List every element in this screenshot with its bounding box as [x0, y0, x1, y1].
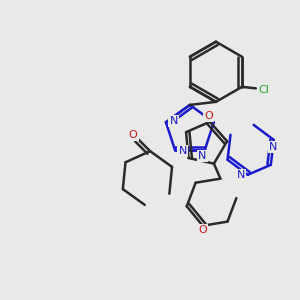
Text: N: N: [169, 116, 178, 126]
Text: N: N: [237, 170, 245, 180]
Text: N: N: [269, 142, 277, 152]
Text: N: N: [198, 151, 206, 161]
Text: O: O: [129, 130, 138, 140]
Text: Cl: Cl: [258, 85, 269, 95]
Text: N: N: [178, 146, 187, 156]
Text: O: O: [204, 111, 213, 121]
Text: O: O: [198, 225, 207, 235]
